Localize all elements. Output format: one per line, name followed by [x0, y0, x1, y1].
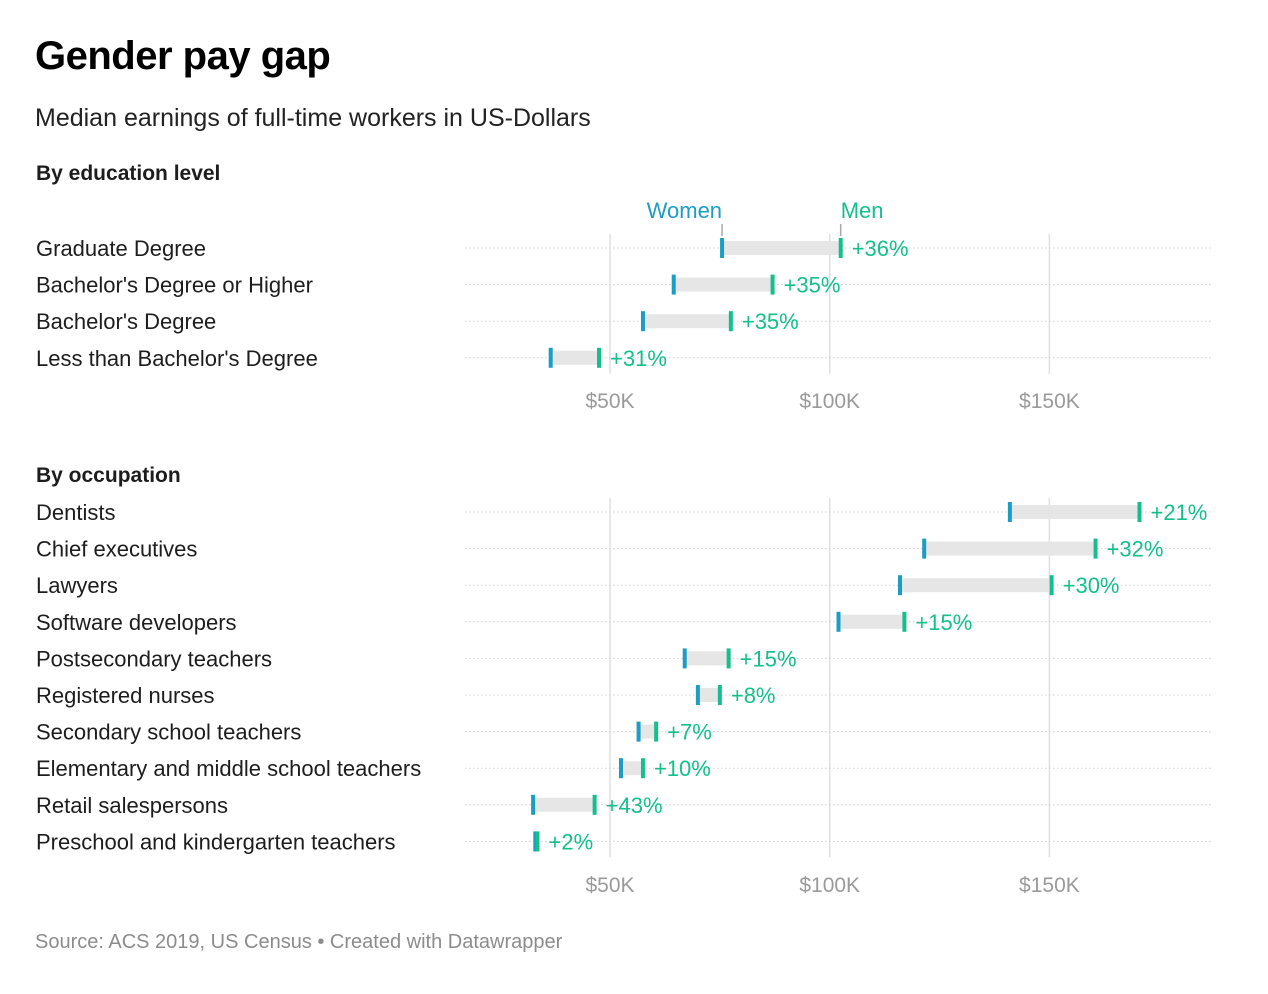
women-marker: [548, 347, 553, 368]
women-marker: [533, 831, 538, 852]
women-marker: [682, 648, 687, 669]
women-marker: [898, 575, 903, 596]
women-marker: [720, 238, 725, 258]
x-tick-label: $50K: [585, 390, 634, 413]
men-marker: [535, 831, 540, 852]
range-bar: [533, 797, 595, 812]
women-marker: [531, 794, 536, 815]
section-header: By occupation: [36, 464, 181, 487]
x-tick-label: $50K: [585, 874, 634, 897]
men-marker: [592, 794, 597, 815]
women-marker: [636, 721, 641, 742]
row-label: Retail salespersons: [36, 793, 228, 818]
row-label: Registered nurses: [36, 683, 215, 708]
row-label: Software developers: [36, 610, 237, 635]
x-tick-label: $150K: [1019, 874, 1080, 897]
men-marker: [597, 347, 602, 368]
row-label: Graduate Degree: [36, 236, 206, 261]
gap-label: +36%: [852, 236, 909, 261]
men-marker: [1093, 538, 1098, 559]
women-marker: [836, 611, 841, 632]
gap-label: +10%: [654, 756, 711, 781]
women-marker: [640, 311, 645, 332]
row-label: Lawyers: [36, 573, 118, 598]
row-label: Postsecondary teachers: [36, 646, 272, 671]
gap-label: +43%: [606, 793, 663, 818]
women-marker: [671, 274, 676, 295]
gap-label: +2%: [549, 829, 594, 854]
row-label: Chief executives: [36, 537, 197, 562]
chart-subtitle: Median earnings of full-time workers in …: [35, 104, 591, 132]
chart-title: Gender pay gap: [35, 34, 331, 78]
men-marker: [640, 758, 645, 779]
range-bar: [638, 724, 657, 739]
men-marker: [1137, 502, 1142, 522]
row-label: Less than Bachelor's Degree: [36, 346, 318, 371]
range-bar: [1009, 505, 1140, 519]
row-label: Secondary school teachers: [36, 720, 301, 745]
men-marker: [1049, 575, 1054, 596]
men-marker: [728, 311, 733, 332]
section-header: By education level: [36, 162, 220, 185]
range-bar: [620, 761, 643, 776]
legend-men: Men: [841, 198, 884, 223]
row-label: Dentists: [36, 500, 115, 525]
range-bar: [673, 277, 773, 292]
women-marker: [618, 758, 623, 779]
row-label: Bachelor's Degree or Higher: [36, 273, 313, 298]
gap-label: +35%: [742, 309, 799, 334]
men-marker: [770, 274, 775, 295]
men-marker: [902, 611, 907, 632]
range-bar: [838, 614, 905, 629]
gap-label: +30%: [1063, 573, 1120, 598]
women-marker: [695, 685, 700, 705]
legend-women: Women: [647, 198, 722, 223]
women-marker: [922, 538, 927, 559]
range-bar: [722, 241, 841, 255]
men-marker: [726, 648, 731, 669]
row-label: Bachelor's Degree: [36, 309, 216, 334]
gap-label: +21%: [1150, 500, 1207, 525]
gap-label: +15%: [915, 610, 972, 635]
x-tick-label: $100K: [799, 874, 860, 897]
gap-label: +15%: [740, 646, 797, 671]
range-bar: [684, 651, 729, 666]
men-marker: [654, 721, 659, 742]
x-tick-label: $150K: [1019, 390, 1080, 413]
range-bar: [550, 350, 600, 365]
men-marker: [838, 238, 843, 258]
source-footer: Source: ACS 2019, US Census • Created wi…: [35, 931, 563, 953]
row-label: Elementary and middle school teachers: [36, 756, 421, 781]
gap-label: +7%: [667, 720, 712, 745]
gap-label: +32%: [1107, 537, 1164, 562]
range-bar: [924, 541, 1096, 556]
gap-label: +8%: [731, 683, 776, 708]
men-marker: [717, 685, 722, 705]
range-bar: [900, 578, 1052, 593]
women-marker: [1007, 502, 1012, 522]
x-tick-label: $100K: [799, 390, 860, 413]
gap-label: +35%: [784, 273, 841, 298]
row-label: Preschool and kindergarten teachers: [36, 829, 396, 854]
range-bar: [642, 314, 731, 329]
gap-label: +31%: [610, 346, 667, 371]
range-bar: [697, 688, 720, 702]
